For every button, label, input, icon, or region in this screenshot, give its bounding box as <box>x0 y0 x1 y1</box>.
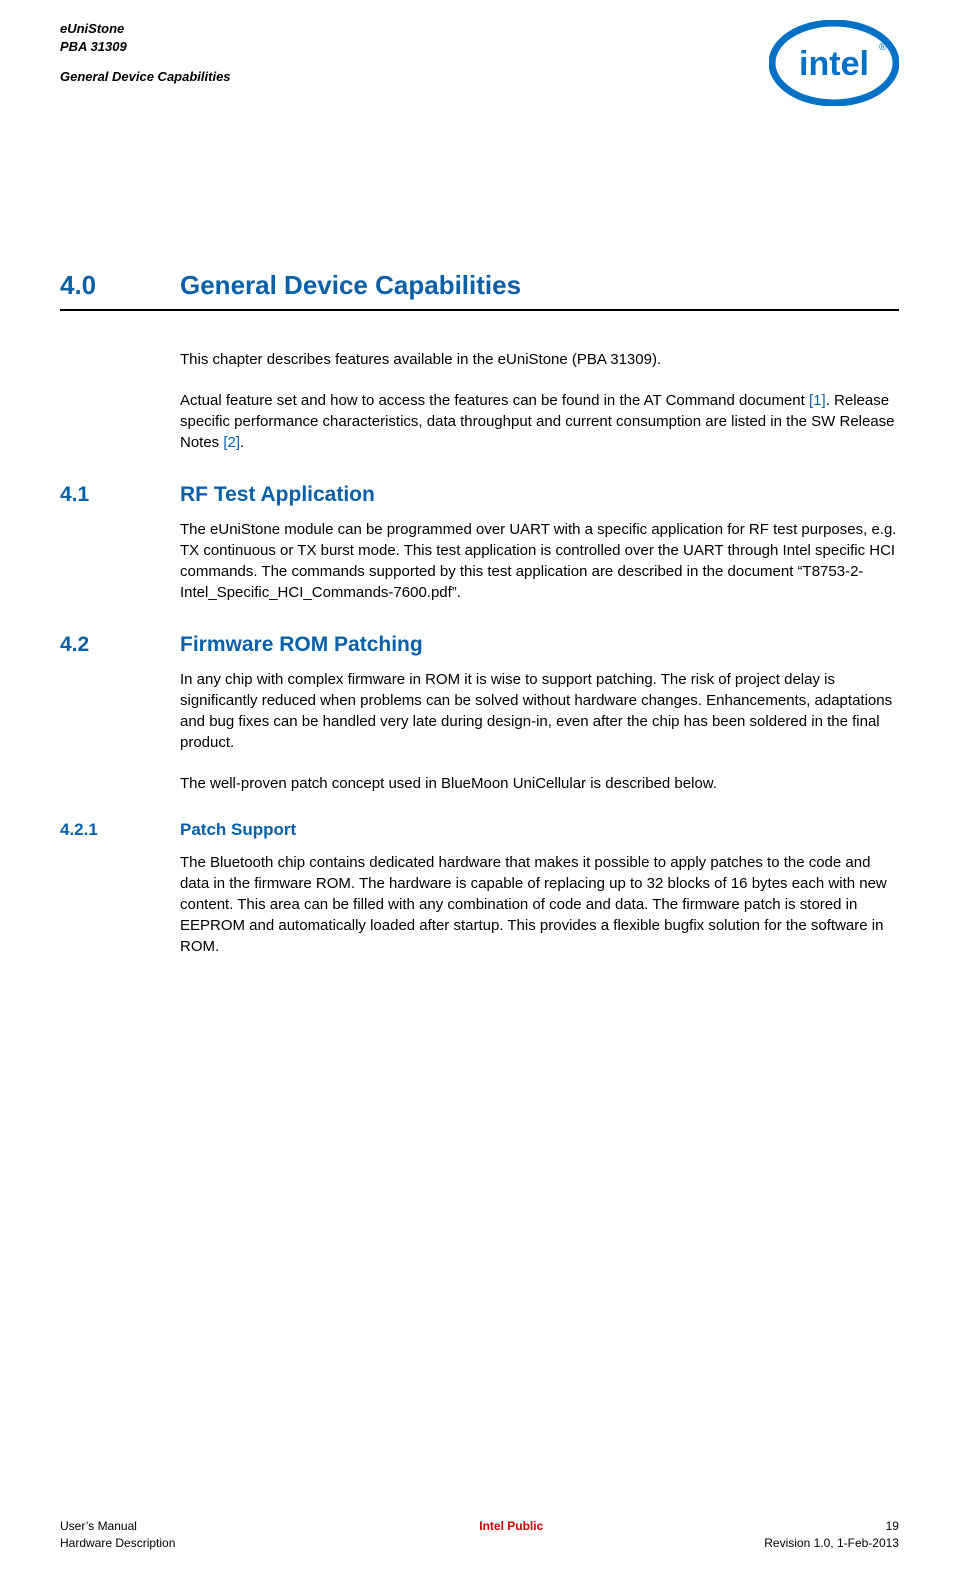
header-chapter-name: General Device Capabilities <box>60 69 231 84</box>
section-4-2-heading: 4.2 Firmware ROM Patching <box>60 633 899 657</box>
section-4-1-number: 4.1 <box>60 483 89 507</box>
chapter-intro-p2-a: Actual feature set and how to access the… <box>180 392 809 409</box>
chapter-title: General Device Capabilities <box>180 270 521 300</box>
footer-classification: Intel Public <box>479 1518 543 1535</box>
footer-left-line2: Hardware Description <box>60 1535 175 1552</box>
footer-page-number: 19 <box>886 1518 899 1535</box>
subsection-4-2-1-number: 4.2.1 <box>60 820 98 840</box>
section-4-1-title: RF Test Application <box>180 483 375 506</box>
chapter-heading: 4.0 General Device Capabilities <box>60 270 899 311</box>
section-4-2-p2: The well-proven patch concept used in Bl… <box>180 773 899 794</box>
header-left-block: eUniStone PBA 31309 General Device Capab… <box>60 20 231 84</box>
reference-link-2[interactable]: [2] <box>223 434 240 451</box>
page-header: eUniStone PBA 31309 General Device Capab… <box>60 20 899 120</box>
intel-logo-text: intel <box>799 45 869 83</box>
document-page: eUniStone PBA 31309 General Device Capab… <box>0 0 959 1588</box>
footer-row-2: Hardware Description Revision 1.0, 1-Feb… <box>60 1535 899 1552</box>
section-4-2-title: Firmware ROM Patching <box>180 633 423 656</box>
footer-revision: Revision 1.0, 1-Feb-2013 <box>764 1535 899 1552</box>
header-product-name: eUniStone <box>60 20 231 38</box>
page-footer: User’s Manual Intel Public 19 Hardware D… <box>60 1518 899 1552</box>
section-4-1-p1: The eUniStone module can be programmed o… <box>180 519 899 603</box>
chapter-intro-p2-c: . <box>240 434 244 451</box>
chapter-intro-p2: Actual feature set and how to access the… <box>180 390 899 453</box>
subsection-4-2-1-title: Patch Support <box>180 820 296 839</box>
page-content: 4.0 General Device Capabilities This cha… <box>60 270 899 957</box>
intel-logo-registered: ® <box>879 42 887 53</box>
subsection-4-2-1-p1: The Bluetooth chip contains dedicated ha… <box>180 852 899 957</box>
footer-row-1: User’s Manual Intel Public 19 <box>60 1518 899 1535</box>
section-4-2-number: 4.2 <box>60 633 89 657</box>
footer-left-line1: User’s Manual <box>60 1518 137 1535</box>
header-product-code: PBA 31309 <box>60 38 231 56</box>
chapter-intro-p1: This chapter describes features availabl… <box>180 349 899 370</box>
section-4-2-p1: In any chip with complex firmware in ROM… <box>180 669 899 753</box>
reference-link-1[interactable]: [1] <box>809 392 826 409</box>
section-4-1-heading: 4.1 RF Test Application <box>60 483 899 507</box>
intel-logo-icon: intel ® <box>769 20 899 106</box>
subsection-4-2-1-heading: 4.2.1 Patch Support <box>60 820 899 840</box>
chapter-number: 4.0 <box>60 270 96 301</box>
